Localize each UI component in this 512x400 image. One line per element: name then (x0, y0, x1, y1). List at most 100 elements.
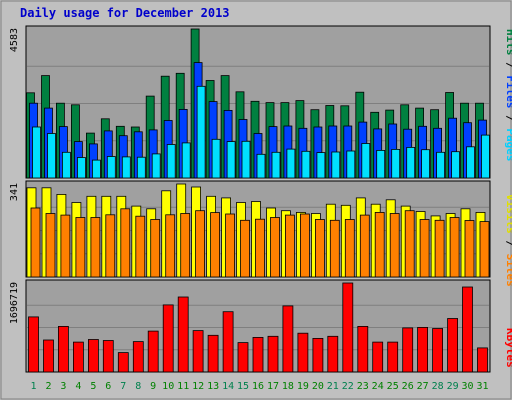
x-tick-label: 15 (237, 381, 249, 392)
bar-pages-day-15 (241, 140, 251, 179)
bar-kbytes-day-28 (432, 328, 444, 373)
bar-kbytes-day-21 (327, 335, 339, 373)
bar-pages-day-1 (32, 126, 41, 179)
x-tick-label: 24 (372, 381, 384, 392)
bar-sites-day-4 (75, 217, 86, 278)
bar-pages-day-14 (226, 141, 236, 179)
bar-kbytes-day-4 (73, 341, 84, 373)
x-tick-label: 7 (120, 381, 126, 392)
bar-sites-day-15 (240, 219, 250, 278)
bar-kbytes-day-11 (177, 296, 189, 373)
chart-panels: 4583 341 1696719 (9, 25, 491, 373)
legend-separator: / (504, 234, 512, 254)
x-tick-label: 29 (447, 381, 459, 392)
x-tick-label: 4 (75, 381, 81, 392)
bar-pages-day-8 (136, 156, 146, 179)
bar-sites-day-19 (299, 213, 310, 278)
bar-pages-day-21 (331, 151, 341, 179)
bar-pages-day-12 (196, 85, 206, 179)
x-tick-label: 17 (267, 381, 279, 392)
bar-kbytes-day-8 (132, 341, 144, 373)
x-tick-label: 21 (327, 381, 339, 392)
x-tick-label: 28 (432, 381, 444, 392)
bar-kbytes-day-2 (43, 339, 54, 373)
bar-sites-day-16 (255, 218, 265, 278)
x-tick-label: 16 (252, 381, 264, 392)
bar-kbytes-day-7 (117, 352, 129, 373)
bar-pages-day-5 (92, 159, 101, 179)
x-tick-label: 6 (105, 381, 111, 392)
x-tick-label: 31 (476, 381, 488, 392)
x-tick-label: 9 (150, 381, 156, 392)
bar-sites-day-29 (449, 217, 460, 278)
bar-pages-day-28 (436, 151, 446, 179)
bar-pages-day-19 (301, 150, 311, 179)
panel-max-label: 341 (9, 183, 20, 201)
bar-kbytes-day-1 (28, 316, 39, 373)
bar-kbytes-day-19 (297, 332, 309, 373)
panel-max-label: 4583 (9, 28, 20, 52)
bar-kbytes-day-18 (282, 305, 294, 373)
bar-pages-day-26 (406, 146, 416, 179)
bar-kbytes-day-27 (417, 326, 429, 373)
bar-sites-day-25 (389, 213, 400, 278)
bar-pages-day-23 (361, 143, 371, 179)
x-tick-label: 30 (461, 381, 473, 392)
bar-kbytes-day-5 (88, 339, 99, 373)
panel-visits_sites: 341 (9, 180, 491, 278)
legend-kbytes: KBytes (504, 328, 512, 368)
bar-sites-day-23 (359, 214, 370, 278)
bar-pages-day-27 (421, 149, 431, 179)
x-tick-label: 11 (177, 381, 189, 392)
bar-pages-day-31 (481, 134, 490, 179)
bar-sites-day-17 (270, 217, 280, 278)
bar-kbytes-day-22 (342, 282, 354, 373)
bar-pages-day-9 (151, 153, 161, 179)
bar-sites-day-24 (374, 211, 385, 278)
x-tick-label: 3 (60, 381, 66, 392)
legend-hits-files-pages: Hits / Files / Pages (504, 29, 512, 162)
panel-max-label: 1696719 (9, 282, 20, 324)
x-tick-label: 22 (342, 381, 354, 392)
x-tick-label: 13 (207, 381, 219, 392)
bar-sites-day-30 (464, 220, 475, 278)
bar-kbytes-day-29 (447, 318, 459, 373)
x-axis-labels: 1 2 3 4 5 6 7 8 9 10 11 12 13 14 15 16 17 18 19 20 21 22 23 24 2… (30, 381, 488, 392)
bar-sites-day-10 (165, 214, 176, 278)
bar-kbytes-day-9 (147, 330, 159, 373)
bar-pages-day-7 (121, 156, 131, 179)
x-tick-label: 12 (192, 381, 204, 392)
bar-sites-day-22 (344, 219, 355, 278)
bar-sites-day-12 (195, 210, 206, 278)
legend-visits: Visits (504, 194, 512, 234)
bar-kbytes-day-6 (102, 340, 114, 373)
x-tick-label: 25 (387, 381, 399, 392)
bar-kbytes-day-3 (58, 325, 69, 373)
panel-hits_files_pages: 4583 (9, 25, 491, 179)
bar-pages-day-17 (271, 151, 281, 179)
bar-kbytes-day-24 (372, 341, 384, 373)
bar-sites-day-1 (30, 207, 41, 278)
bar-pages-day-20 (316, 152, 326, 179)
x-tick-label: 2 (45, 381, 51, 392)
x-tick-label: 18 (282, 381, 294, 392)
bar-sites-day-7 (120, 208, 131, 278)
legend-sites: Sites (504, 254, 512, 287)
bar-sites-day-13 (210, 212, 221, 278)
legend-hits: Hits (504, 29, 512, 56)
bar-sites-day-31 (479, 221, 490, 278)
bar-kbytes-day-25 (387, 341, 399, 373)
bar-sites-day-21 (329, 219, 340, 278)
bar-sites-day-20 (314, 219, 325, 278)
bar-sites-day-9 (150, 219, 161, 278)
bar-kbytes-day-10 (162, 304, 174, 373)
bar-sites-day-8 (135, 215, 146, 278)
bar-kbytes-day-23 (357, 325, 369, 373)
bar-sites-day-3 (60, 214, 71, 278)
bar-pages-day-18 (286, 148, 296, 179)
bar-sites-day-2 (45, 213, 56, 278)
x-tick-label: 23 (357, 381, 369, 392)
bar-kbytes-day-20 (312, 337, 324, 373)
